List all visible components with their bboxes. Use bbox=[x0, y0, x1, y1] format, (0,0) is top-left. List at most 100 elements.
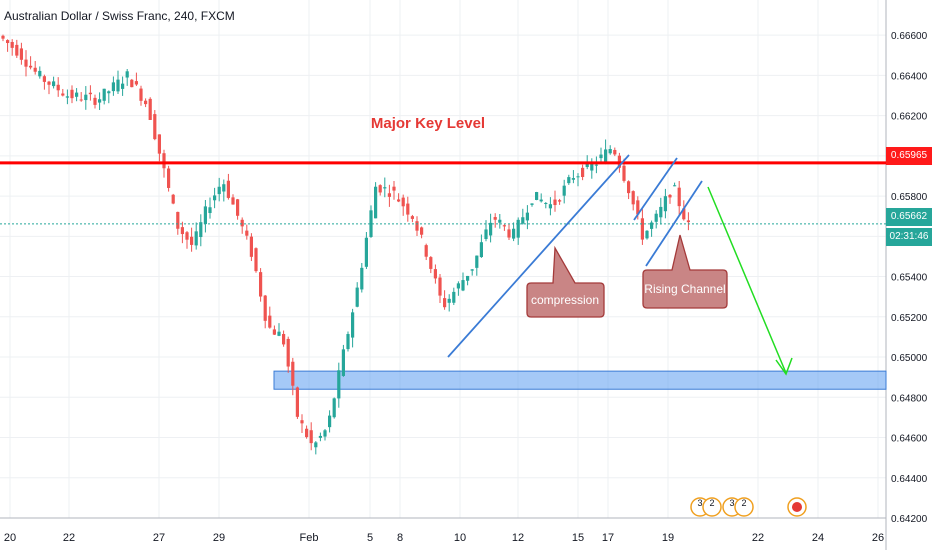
candle-body bbox=[213, 195, 217, 201]
candle-body bbox=[323, 430, 327, 437]
candle-body bbox=[6, 40, 10, 44]
candle-body bbox=[134, 81, 138, 85]
candle-body bbox=[387, 193, 391, 197]
y-tick-label: 0.65000 bbox=[891, 353, 928, 364]
candle-body bbox=[144, 100, 148, 105]
candle-body bbox=[594, 164, 598, 166]
candle-body bbox=[369, 210, 373, 237]
candle-body bbox=[410, 216, 414, 219]
candle-body bbox=[56, 84, 60, 91]
candle-body bbox=[259, 272, 263, 297]
candle-body bbox=[521, 217, 525, 224]
x-tick-label: 8 bbox=[397, 532, 403, 544]
candle-body bbox=[415, 221, 419, 231]
candle-body bbox=[686, 220, 690, 223]
candle-body bbox=[93, 97, 97, 105]
candle-body bbox=[282, 333, 286, 345]
candle-body bbox=[466, 275, 470, 281]
candle-body bbox=[682, 208, 686, 220]
candle-body bbox=[548, 204, 552, 209]
x-tick-label: 10 bbox=[454, 532, 466, 544]
candle-body bbox=[507, 229, 511, 238]
candle-body bbox=[397, 199, 401, 202]
candle-body bbox=[263, 295, 267, 321]
rising-channel-label: Rising Channel bbox=[644, 282, 725, 296]
event-flag-icon bbox=[702, 497, 722, 517]
candle-body bbox=[438, 277, 442, 296]
candle-body bbox=[291, 361, 295, 386]
candle-body bbox=[604, 149, 608, 164]
candle-body bbox=[157, 134, 161, 154]
candle-body bbox=[318, 435, 322, 438]
candle-body bbox=[452, 291, 456, 303]
candle-body bbox=[502, 225, 506, 227]
candle-body bbox=[47, 81, 51, 85]
candle-body bbox=[153, 114, 157, 140]
candle-body bbox=[599, 154, 603, 159]
candle-body bbox=[88, 92, 92, 95]
candle-body bbox=[295, 387, 299, 417]
candle-body bbox=[489, 222, 493, 236]
candle-body bbox=[622, 165, 626, 181]
candle-body bbox=[305, 428, 309, 438]
candle-body bbox=[148, 98, 152, 120]
candle-body bbox=[673, 185, 677, 187]
candle-body bbox=[222, 184, 226, 192]
candle-body bbox=[116, 79, 120, 92]
candle-body bbox=[309, 430, 313, 444]
candle-body bbox=[562, 185, 566, 196]
candle-body bbox=[84, 94, 88, 101]
candle-body bbox=[668, 194, 672, 198]
candle-body bbox=[286, 338, 290, 367]
candle-body bbox=[24, 59, 28, 67]
x-tick-label: 22 bbox=[752, 532, 764, 544]
candle-body bbox=[576, 176, 580, 178]
x-tick-label: 12 bbox=[512, 532, 524, 544]
candle-body bbox=[277, 331, 281, 336]
candle-body bbox=[512, 228, 516, 239]
candle-body bbox=[19, 48, 23, 60]
candle-body bbox=[79, 99, 83, 101]
candle-body bbox=[581, 167, 585, 177]
x-tick-label: 20 bbox=[4, 532, 16, 544]
candle-body bbox=[535, 192, 539, 200]
x-tick-label: 27 bbox=[153, 532, 165, 544]
candle-body bbox=[190, 236, 194, 245]
candle-body bbox=[424, 245, 428, 257]
candle-body bbox=[98, 99, 102, 103]
y-tick-label: 0.64200 bbox=[891, 514, 928, 525]
event-count-label: 2 bbox=[709, 498, 714, 508]
candle-body bbox=[185, 232, 189, 240]
candle-body bbox=[525, 212, 529, 221]
support-zone bbox=[273, 370, 887, 390]
candle-body bbox=[475, 255, 479, 268]
event-flag-icon bbox=[734, 497, 754, 517]
candle-body bbox=[420, 227, 424, 235]
candle-body bbox=[102, 88, 106, 101]
candle-body bbox=[378, 185, 382, 193]
event-count-label: 3 bbox=[697, 498, 702, 508]
event-count-label: 2 bbox=[741, 498, 746, 508]
x-tick-label: 29 bbox=[213, 532, 225, 544]
candle-body bbox=[203, 206, 207, 225]
candle-body bbox=[447, 298, 451, 303]
candle-body bbox=[268, 315, 272, 328]
candle-body bbox=[539, 199, 543, 202]
candle-body bbox=[406, 203, 410, 215]
candle-body bbox=[650, 222, 654, 229]
candle-body bbox=[636, 200, 640, 215]
compression-callout bbox=[526, 245, 605, 318]
candle-body bbox=[461, 280, 465, 291]
candle-body bbox=[125, 71, 129, 78]
y-tick-label: 0.66600 bbox=[891, 31, 928, 42]
candle-body bbox=[249, 236, 253, 257]
y-tick-label: 0.65800 bbox=[891, 192, 928, 203]
candles-group bbox=[1, 34, 690, 455]
candle-body bbox=[171, 194, 175, 204]
candle-body bbox=[355, 287, 359, 307]
candle-body bbox=[314, 442, 318, 448]
candle-body bbox=[75, 92, 79, 97]
candle-body bbox=[498, 219, 502, 223]
